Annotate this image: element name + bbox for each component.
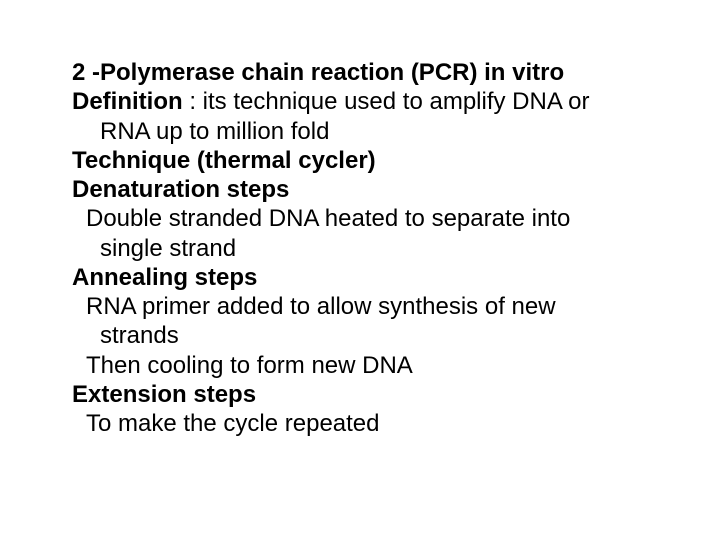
line-annealing-body-2: strands [72,321,648,350]
line-annealing: Annealing steps [72,263,648,292]
label-denaturation: Denaturation steps [72,176,289,203]
line-denaturation: Denaturation steps [72,175,648,204]
label-extension: Extension steps [72,381,256,408]
text-annealing-body-2: strands [100,322,179,349]
text-denaturation-body-1: Double stranded DNA heated to separate i… [86,205,570,232]
line-denaturation-body-1: Double stranded DNA heated to separate i… [72,204,648,233]
label-technique: Technique (thermal cycler) [72,147,376,174]
text-definition-cont: RNA up to million fold [100,118,329,145]
line-definition: Definition : its technique used to ampli… [72,87,648,116]
text-annealing-body-3: Then cooling to form new DNA [86,352,413,379]
text-annealing-body-1: RNA primer added to allow synthesis of n… [86,293,556,320]
text-title: 2 -Polymerase chain reaction (PCR) in vi… [72,59,564,86]
line-annealing-body-1: RNA primer added to allow synthesis of n… [72,292,648,321]
slide-body: 2 -Polymerase chain reaction (PCR) in vi… [0,0,720,540]
line-technique: Technique (thermal cycler) [72,146,648,175]
line-extension-body: To make the cycle repeated [72,409,648,438]
text-definition-tail: : its technique used to amplify DNA or [183,88,590,115]
line-extension: Extension steps [72,380,648,409]
line-denaturation-body-2: single strand [72,234,648,263]
line-annealing-body-3: Then cooling to form new DNA [72,351,648,380]
text-extension-body: To make the cycle repeated [86,410,380,437]
label-annealing: Annealing steps [72,264,257,291]
label-definition: Definition [72,88,183,115]
text-denaturation-body-2: single strand [100,235,236,262]
line-definition-cont: RNA up to million fold [72,117,648,146]
line-title: 2 -Polymerase chain reaction (PCR) in vi… [72,58,648,87]
